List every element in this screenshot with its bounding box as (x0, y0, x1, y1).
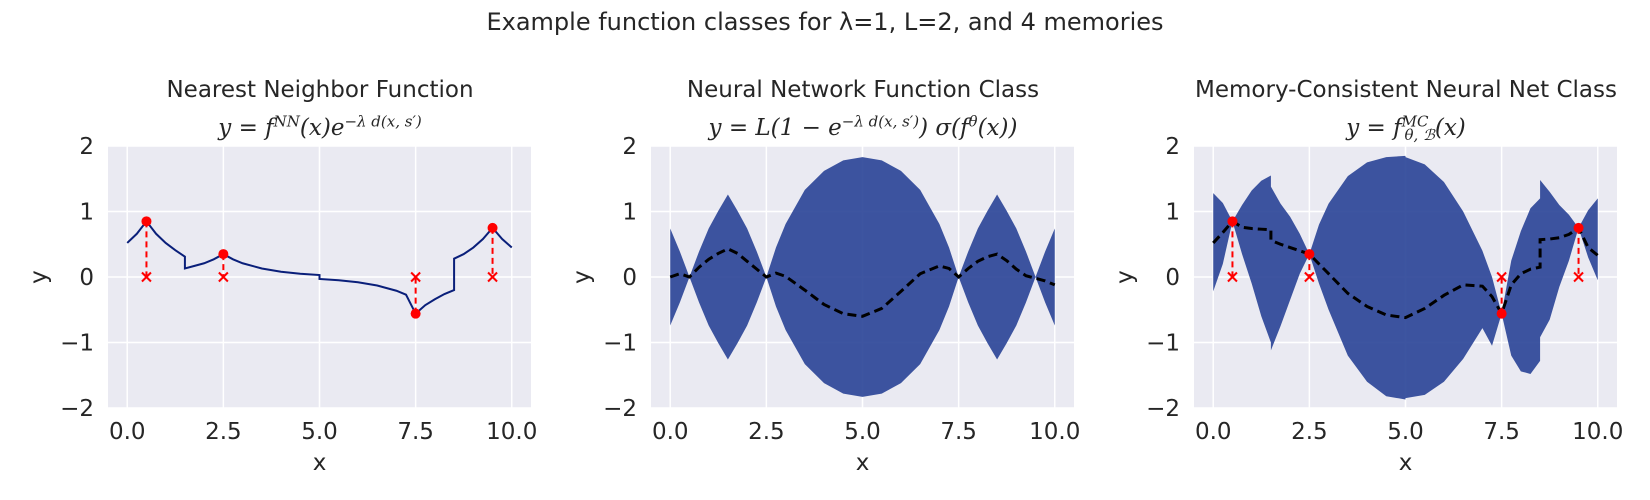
memory-point (1496, 308, 1507, 319)
x-tick-label: 0.0 (652, 419, 689, 445)
memory-point (218, 249, 229, 260)
panel-nearest-neighbor: Nearest Neighbor Function y = fNN(x)e−λ … (0, 0, 550, 500)
mean-function-line (1212, 219, 1599, 320)
panel-formula: y = L(1 − e−λ d(x, s′)) σ(fθ(x)) (708, 112, 1018, 141)
memory-x-marker (1304, 271, 1315, 283)
y-tick-label: 0 (79, 265, 94, 291)
x-tick-label: 5.0 (1387, 419, 1424, 445)
y-tick-label: 0 (622, 265, 637, 291)
y-tick-label: 1 (1165, 200, 1180, 226)
nn-function-line (126, 219, 513, 316)
y-axis-label: y (26, 270, 52, 284)
panel-title: Neural Network Function Class (686, 77, 1040, 103)
memory-x-marker (218, 271, 229, 283)
panel-formula: y = fMCθ, ℬ(x) (1346, 112, 1466, 145)
y-tick-label: −1 (1146, 331, 1180, 357)
x-tick-label: 0.0 (109, 419, 146, 445)
y-tick-label: 1 (79, 200, 94, 226)
y-tick-label: −2 (1146, 396, 1180, 422)
memory-x-marker (1573, 271, 1584, 283)
x-tick-label: 2.5 (1291, 419, 1328, 445)
y-axis-label: y (569, 270, 595, 284)
x-tick-label: 10.0 (486, 419, 537, 445)
mean-function-line (669, 247, 1056, 318)
y-tick-label: −1 (60, 331, 94, 357)
memory-point (141, 216, 152, 227)
x-tick-label: 5.0 (844, 419, 881, 445)
confidence-band (670, 157, 1055, 397)
memory-x-marker (1227, 271, 1238, 283)
memory-point (1304, 249, 1315, 260)
y-axis-label: y (1112, 270, 1138, 284)
memory-x-marker (487, 271, 498, 283)
y-tick-label: 0 (1165, 265, 1180, 291)
x-tick-label: 10.0 (1572, 419, 1623, 445)
memory-point (410, 308, 421, 319)
chart-nearest-neighbor: 0.0 2.5 5.0 7.5 10.0 −2 −1 0 1 2 x y (26, 134, 537, 476)
x-tick-label: 7.5 (1483, 419, 1520, 445)
panel-formula: y = fNN(x)e−λ d(x, s′) (218, 112, 422, 141)
panel-title: Memory-Consistent Neural Net Class (1195, 77, 1617, 103)
x-axis-label: x (1399, 450, 1413, 476)
y-tick-label: 2 (79, 134, 94, 160)
x-tick-label: 10.0 (1029, 419, 1080, 445)
x-tick-label: 7.5 (397, 419, 434, 445)
panel-title: Nearest Neighbor Function (166, 77, 474, 103)
y-tick-label: −2 (60, 396, 94, 422)
memory-point (1227, 216, 1238, 227)
x-tick-label: 2.5 (205, 419, 242, 445)
x-tick-label: 0.0 (1195, 419, 1232, 445)
memory-x-marker (141, 271, 152, 283)
memory-point (1573, 222, 1584, 233)
x-axis-label: x (856, 450, 870, 476)
figure-title: Example function classes for λ=1, L=2, a… (486, 8, 1164, 36)
memory-x-marker (1496, 271, 1507, 283)
y-tick-label: −1 (603, 331, 637, 357)
memory-x-marker (410, 271, 421, 283)
y-tick-label: 2 (622, 134, 637, 160)
x-tick-label: 5.0 (301, 419, 338, 445)
x-tick-label: 2.5 (748, 419, 785, 445)
x-tick-label: 7.5 (940, 419, 977, 445)
y-tick-label: 1 (622, 200, 637, 226)
y-tick-label: 2 (1165, 134, 1180, 160)
memory-point (487, 222, 498, 233)
y-tick-label: −2 (603, 396, 637, 422)
confidence-band (1213, 155, 1598, 400)
x-axis-label: x (313, 450, 327, 476)
